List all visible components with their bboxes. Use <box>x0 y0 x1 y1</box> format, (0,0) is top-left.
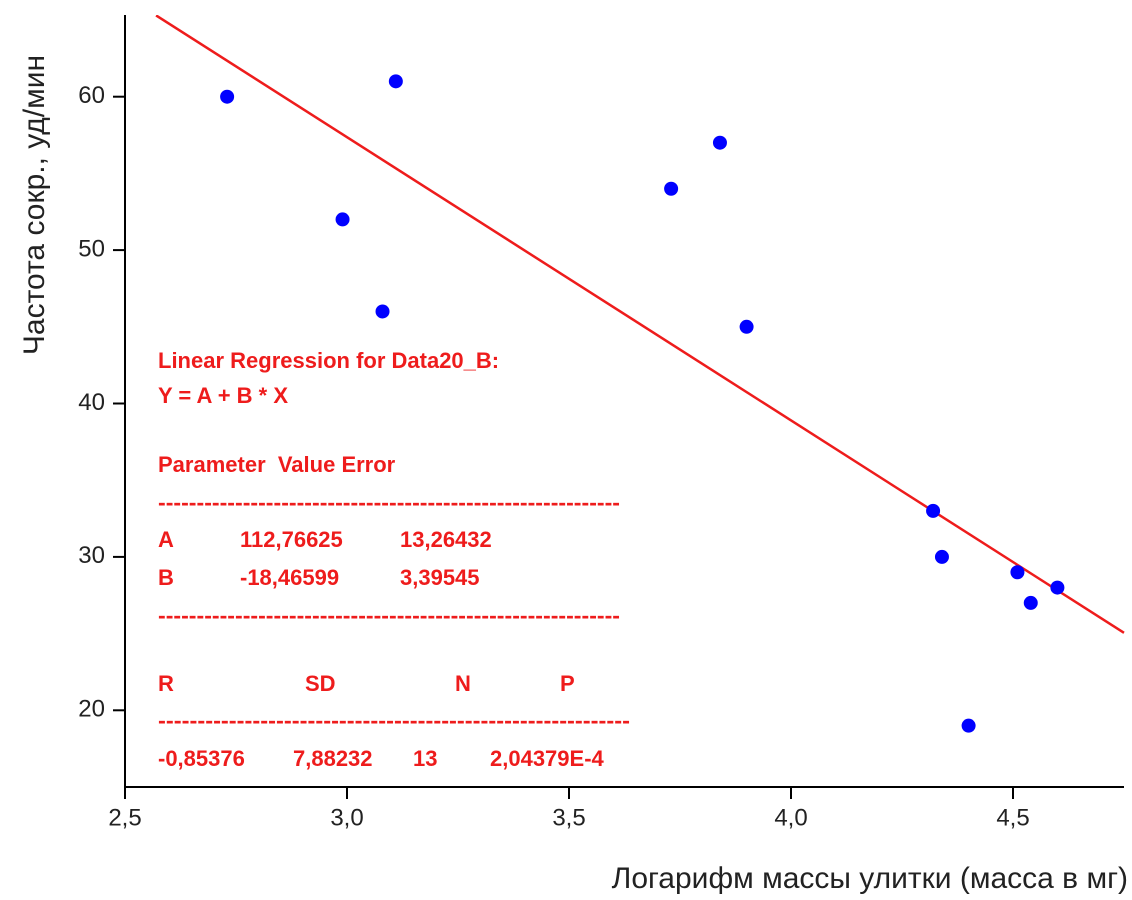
annotation-text: 112,76625 <box>240 527 343 552</box>
y-tick-label: 60 <box>78 82 105 109</box>
point <box>220 89 235 104</box>
annotation-text: -18,46599 <box>240 565 339 590</box>
annotation-text: 7,88232 <box>293 746 373 771</box>
annotation-text: R <box>158 671 174 696</box>
y-axis-title: Частота сокр., уд/мин <box>18 55 51 355</box>
x-tick-label: 3,0 <box>330 804 363 831</box>
y-tick-label: 40 <box>78 389 105 416</box>
point <box>1050 580 1065 595</box>
y-tick-label: 50 <box>78 235 105 262</box>
x-tick-label: 4,0 <box>774 804 807 831</box>
point <box>712 135 727 150</box>
point <box>934 549 949 564</box>
point <box>664 181 679 196</box>
point <box>335 212 350 227</box>
annotation-text: P <box>560 671 575 696</box>
y-tick-label: 20 <box>78 696 105 723</box>
x-tick-label: 3,5 <box>552 804 585 831</box>
annotation-text: B <box>158 565 174 590</box>
annotation-text: 13,26432 <box>400 527 492 552</box>
point <box>1023 595 1038 610</box>
annotation-text: SD <box>305 671 336 696</box>
annotation-text: N <box>455 671 471 696</box>
point <box>388 74 403 89</box>
fit-line <box>155 15 1125 634</box>
annotation-text: Parameter Value Error <box>158 452 396 477</box>
annotation-text: A <box>158 527 174 552</box>
annotation-text: Linear Regression for Data20_B: <box>158 348 499 373</box>
annotation-rule: ----------------------------------------… <box>158 490 620 515</box>
annotation-text: 13 <box>413 746 437 771</box>
point <box>926 503 941 518</box>
point <box>739 319 754 334</box>
y-tick-label: 30 <box>78 542 105 569</box>
annotation-text: -0,85376 <box>158 746 245 771</box>
annotation-text: Y = A + B * X <box>158 383 288 408</box>
x-tick-label: 2,5 <box>108 804 141 831</box>
annotation-text: 2,04379E-4 <box>490 746 605 771</box>
point <box>961 718 976 733</box>
point <box>1010 565 1025 580</box>
annotation-rule: ----------------------------------------… <box>158 708 630 733</box>
point <box>375 304 390 319</box>
x-axis-title: Логарифм массы улитки (масса в мг) <box>612 862 1128 895</box>
annotation-rule: ----------------------------------------… <box>158 603 620 628</box>
annotation-text: 3,39545 <box>400 565 480 590</box>
x-tick-label: 4,5 <box>996 804 1029 831</box>
